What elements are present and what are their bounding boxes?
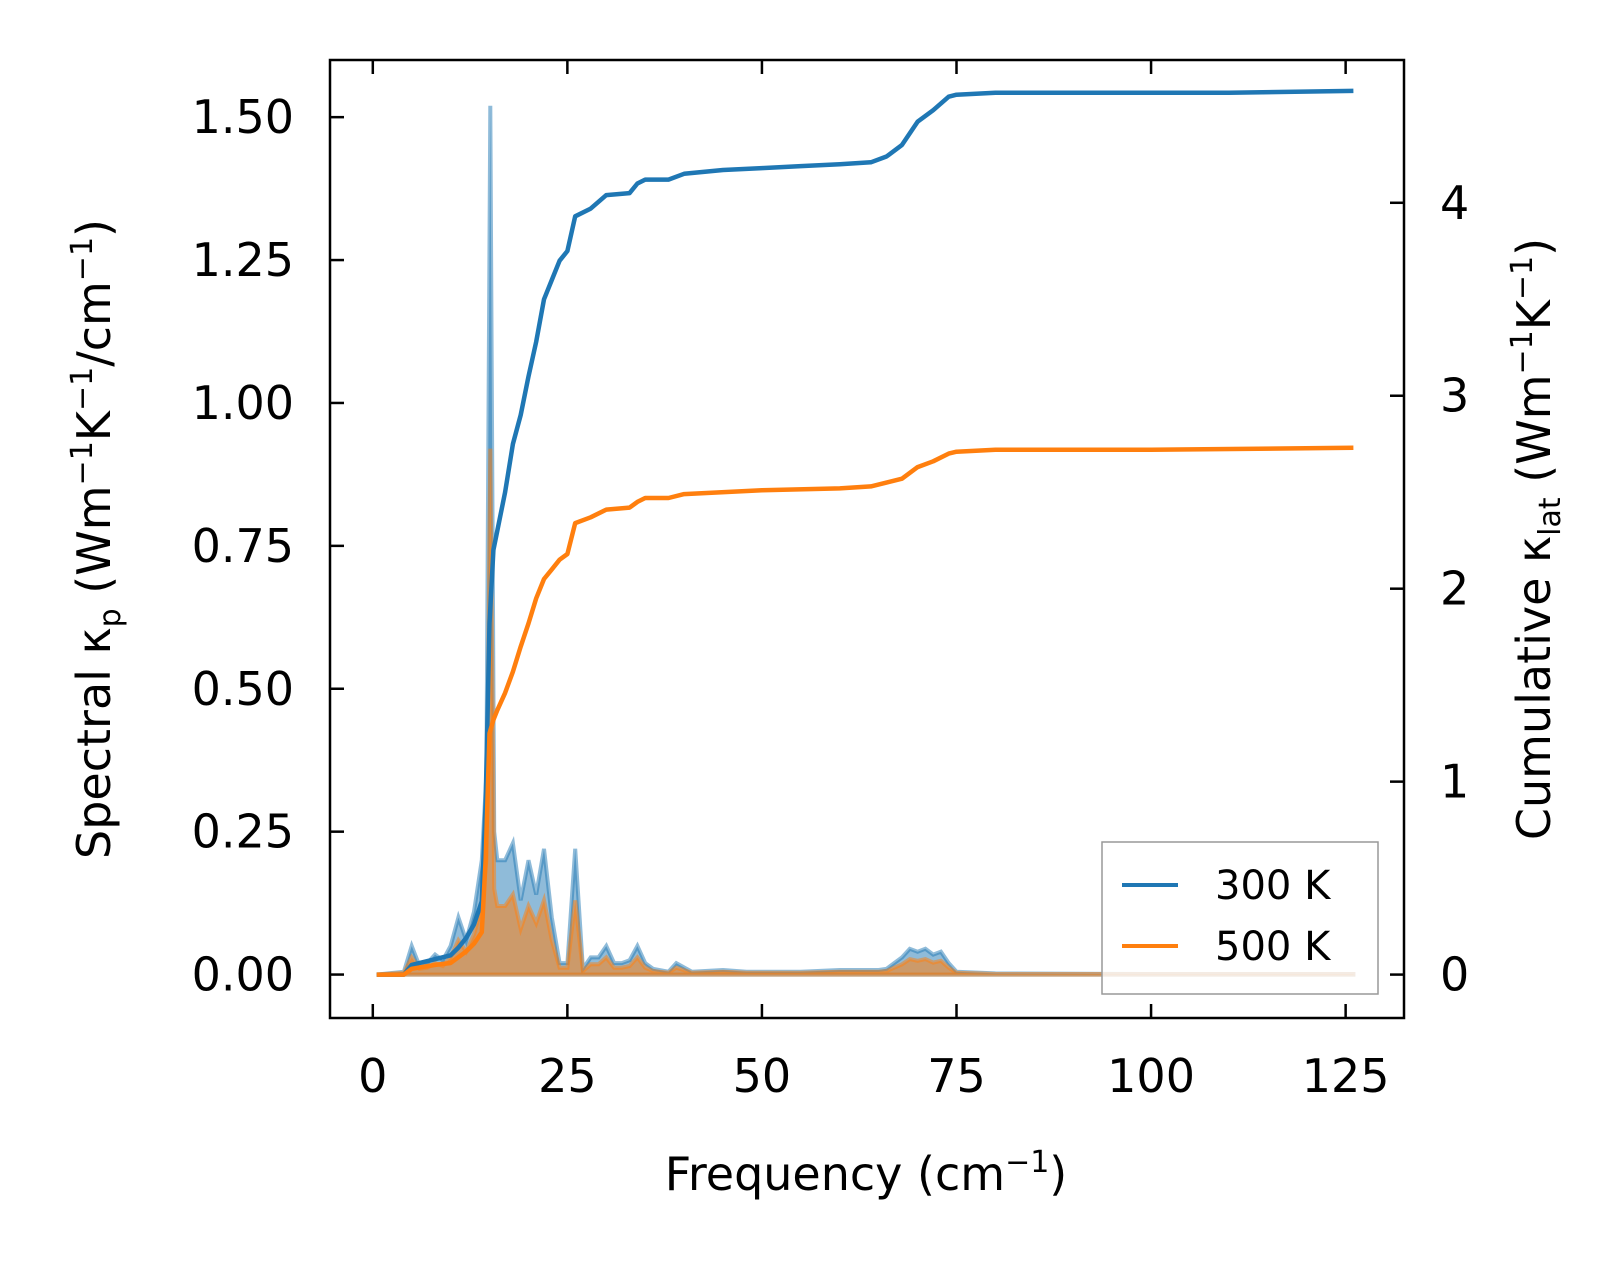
y-right-tick-label: 2 bbox=[1440, 562, 1469, 616]
y-right-tick-label: 0 bbox=[1440, 948, 1469, 1002]
y-right-tick-label: 4 bbox=[1440, 176, 1469, 230]
y-left-tick-label: 0.00 bbox=[192, 948, 294, 1002]
x-tick-label: 75 bbox=[927, 1049, 986, 1103]
legend-label-300k: 300 K bbox=[1215, 863, 1332, 909]
y-axis-left-label: Spectral κp (Wm−1K−1/cm−1) bbox=[65, 219, 128, 859]
y-left-tick-label: 1.00 bbox=[192, 376, 294, 430]
spectral-fills bbox=[376, 105, 1356, 977]
y-right-tick-label: 1 bbox=[1440, 755, 1469, 809]
legend-box bbox=[1101, 841, 1379, 995]
legend: 300 K 500 K bbox=[1101, 841, 1379, 995]
plot-frame bbox=[328, 58, 1406, 1020]
cumulative-line-500k bbox=[376, 445, 1354, 977]
x-tick-label: 125 bbox=[1302, 1049, 1390, 1103]
legend-label-500k: 500 K bbox=[1215, 924, 1332, 970]
y-left-tick-label: 1.50 bbox=[192, 90, 294, 144]
y-left-tick-label: 0.50 bbox=[192, 662, 294, 716]
x-tick-label: 50 bbox=[733, 1049, 792, 1103]
y-right-tick-label: 3 bbox=[1440, 369, 1469, 423]
x-tick-label: 0 bbox=[358, 1049, 387, 1103]
spectral-area-500k bbox=[376, 448, 1356, 977]
x-tick-label: 25 bbox=[538, 1049, 597, 1103]
axis-ticks: 0 25 50 75 100 125 0.00 0.25 0.50 0.75 1.00 1.25 1.5… bbox=[192, 60, 1469, 1103]
x-tick-label: 100 bbox=[1107, 1049, 1195, 1103]
spectral-area-300k bbox=[376, 105, 1356, 977]
y-left-tick-label: 0.75 bbox=[192, 519, 294, 573]
cumulative-line-300k bbox=[376, 88, 1354, 977]
y-axis-right-label: Cumulative κlat (Wm−1K−1) bbox=[1505, 238, 1568, 840]
y-left-tick-label: 0.25 bbox=[192, 805, 294, 859]
series-lines bbox=[376, 88, 1354, 977]
x-axis-label: Frequency (cm−1) bbox=[665, 1145, 1068, 1201]
y-left-tick-label: 1.25 bbox=[192, 233, 294, 287]
